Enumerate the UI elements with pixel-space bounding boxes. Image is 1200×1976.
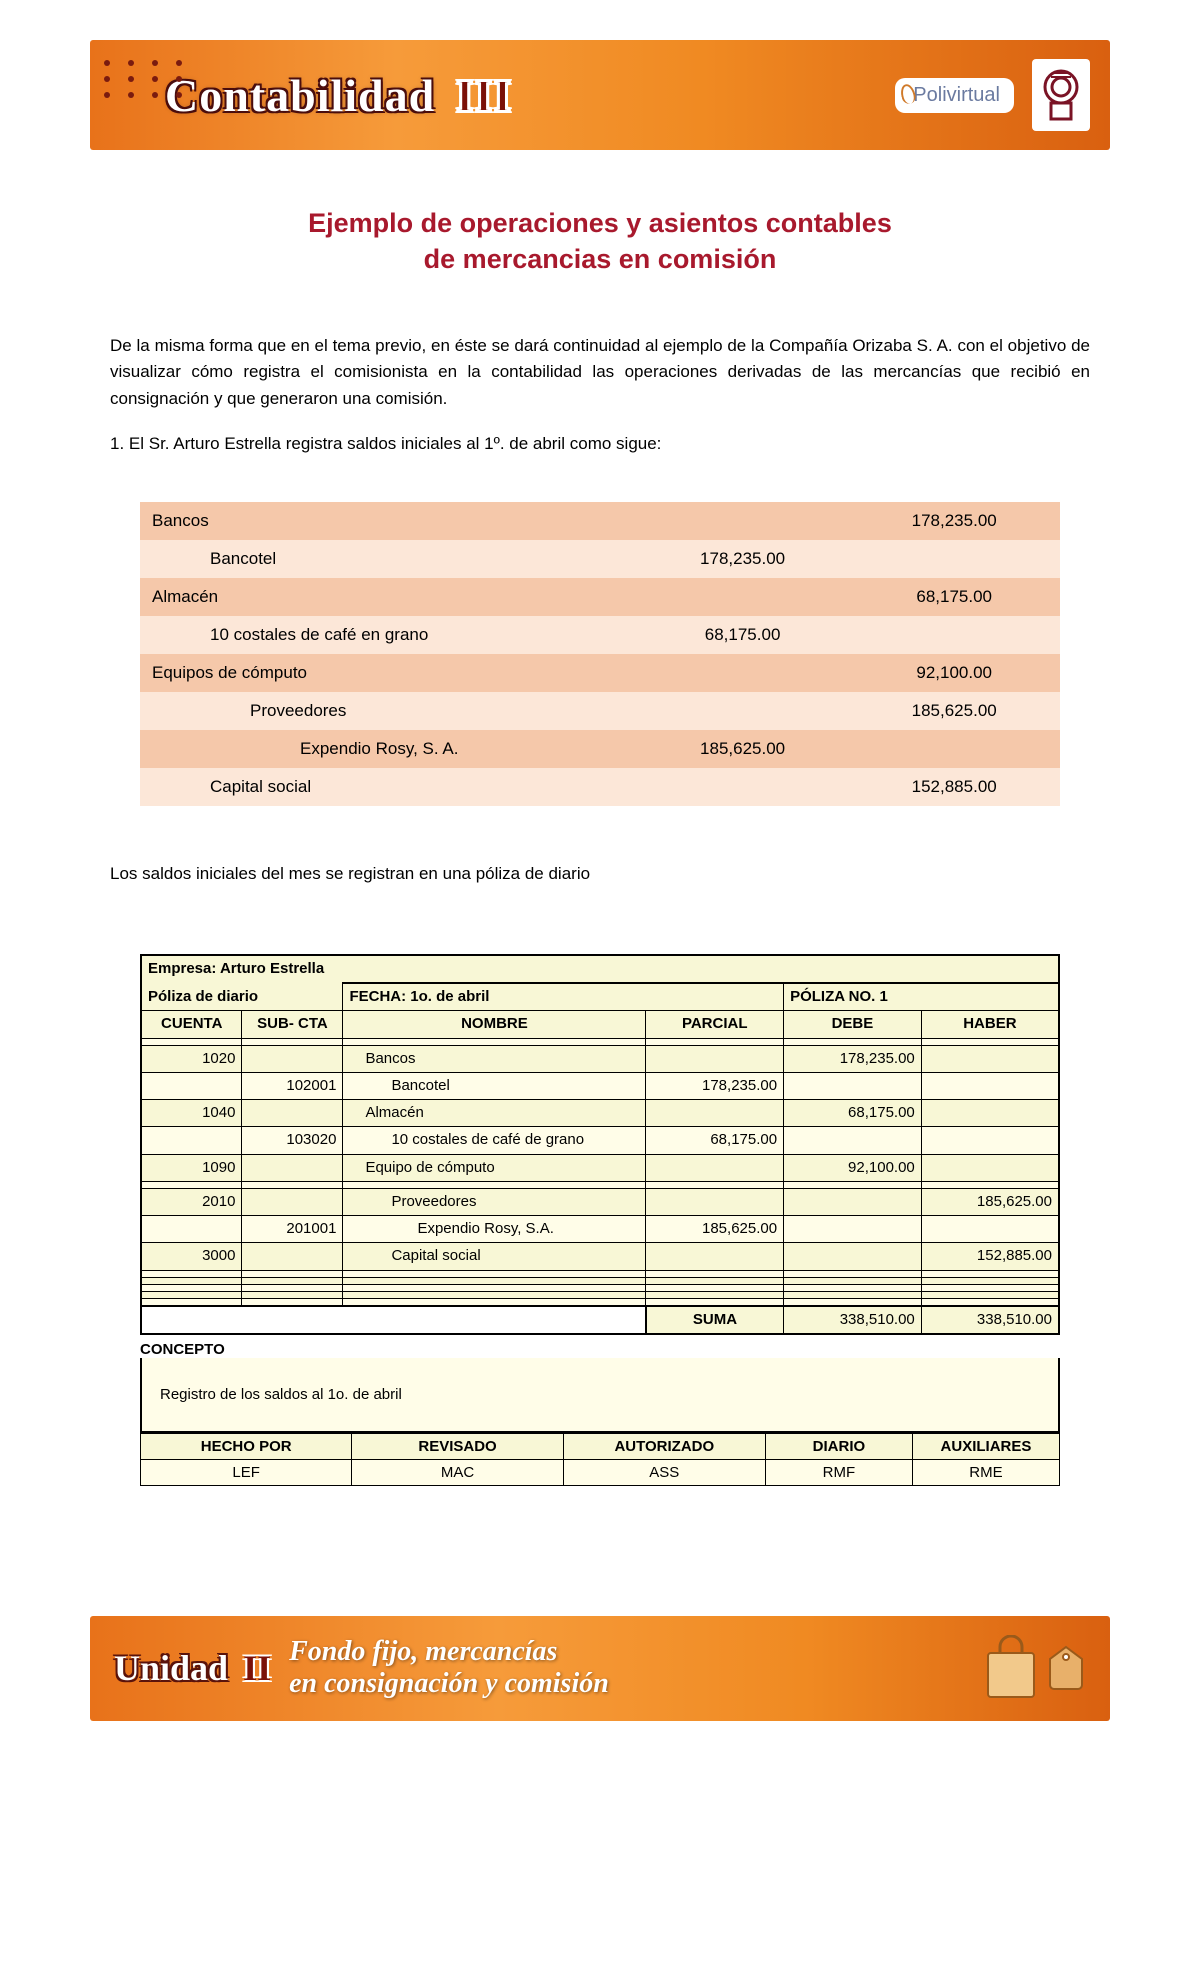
sig-v1: MAC [352, 1459, 563, 1485]
ledger-h5: HABER [921, 1011, 1059, 1038]
balance-row: 10 costales de café en grano68,175.00 [140, 616, 1060, 654]
ipn-logo [1032, 59, 1090, 131]
balance-row: Equipos de cómputo92,100.00 [140, 654, 1060, 692]
title-line2: de mercancias en comisión [110, 241, 1090, 277]
concepto-box: Registro de los saldos al 1o. de abril [140, 1358, 1060, 1433]
footer-banner: Unidad II Fondo fijo, mercancías en cons… [90, 1616, 1110, 1721]
suma-label: SUMA [646, 1306, 784, 1334]
ledger-row [141, 1277, 1059, 1284]
header-title-main: Contabilidad [165, 70, 435, 121]
ledger-h1: SUB- CTA [242, 1011, 343, 1038]
ledger-h3: PARCIAL [646, 1011, 784, 1038]
title-line1: Ejemplo de operaciones y asientos contab… [110, 205, 1090, 241]
ledger-poliza: PÓLIZA NO. 1 [784, 983, 1059, 1011]
sig-v0: LEF [141, 1459, 352, 1485]
bag-icon [982, 1635, 1040, 1701]
ledger-h4: DEBE [784, 1011, 922, 1038]
sig-h0: HECHO POR [141, 1433, 352, 1459]
signatures-table: HECHO POR REVISADO AUTORIZADO DIARIO AUX… [140, 1433, 1060, 1486]
balance-row: Capital social152,885.00 [140, 768, 1060, 806]
balance-row: Bancotel178,235.00 [140, 540, 1060, 578]
ledger-row [141, 1284, 1059, 1291]
tag-icon [1046, 1645, 1086, 1691]
ledger-row [141, 1270, 1059, 1277]
sig-v4: RME [912, 1459, 1059, 1485]
unidad-text: Unidad [114, 1648, 228, 1688]
footer-l2: en consignación y comisión [289, 1668, 609, 1700]
ledger-row: 1090Equipo de cómputo92,100.00 [141, 1154, 1059, 1181]
point-1: 1. El Sr. Arturo Estrella registra saldo… [110, 434, 1090, 454]
ledger-empresa: Empresa: Arturo Estrella [141, 955, 1059, 983]
unidad-roman: II [243, 1648, 271, 1688]
ledger-row [141, 1038, 1059, 1045]
ledger-row: 1040Almacén68,175.00 [141, 1100, 1059, 1127]
footer-unidad: Unidad II [114, 1647, 271, 1689]
balance-row: Almacén68,175.00 [140, 578, 1060, 616]
concepto-label: CONCEPTO [140, 1341, 1060, 1358]
footer-icons [982, 1635, 1086, 1701]
ledger-fecha: FECHA: 1o. de abril [343, 983, 784, 1011]
footer-l1: Fondo fijo, mercancías [289, 1636, 609, 1668]
balance-row: Expendio Rosy, S. A.185,625.00 [140, 730, 1060, 768]
header-title: Contabilidad III [165, 69, 512, 122]
header-banner: Contabilidad III Polivirtual [90, 40, 1110, 150]
suma-haber: 338,510.00 [921, 1306, 1059, 1334]
ledger-row: 1020Bancos178,235.00 [141, 1045, 1059, 1072]
balance-row: Proveedores185,625.00 [140, 692, 1060, 730]
suma-debe: 338,510.00 [784, 1306, 922, 1334]
sig-v3: RMF [765, 1459, 912, 1485]
sig-h3: DIARIO [765, 1433, 912, 1459]
ledger-row [141, 1298, 1059, 1306]
sig-h1: REVISADO [352, 1433, 563, 1459]
ledger-row: 3000Capital social152,885.00 [141, 1243, 1059, 1270]
ledger-h2: NOMBRE [343, 1011, 646, 1038]
sig-v2: ASS [563, 1459, 765, 1485]
ledger-table: Empresa: Arturo Estrella Póliza de diari… [140, 954, 1060, 1335]
ledger-row: 2010Proveedores185,625.00 [141, 1188, 1059, 1215]
header-dots [104, 60, 182, 98]
page-title: Ejemplo de operaciones y asientos contab… [110, 205, 1090, 278]
polivirtual-badge: Polivirtual [895, 78, 1014, 113]
ledger-row [141, 1291, 1059, 1298]
ledger-row: 201001Expendio Rosy, S.A.185,625.00 [141, 1216, 1059, 1243]
ledger-doc: Póliza de diario [141, 983, 343, 1011]
ledger-h0: CUENTA [141, 1011, 242, 1038]
footer-subtitle: Fondo fijo, mercancías en consignación y… [289, 1636, 609, 1700]
ledger-wrap: Empresa: Arturo Estrella Póliza de diari… [140, 954, 1060, 1486]
sig-h2: AUTORIZADO [563, 1433, 765, 1459]
balance-row: Bancos178,235.00 [140, 502, 1060, 540]
ledger-row: 10302010 costales de café de grano68,175… [141, 1127, 1059, 1154]
mid-text: Los saldos iniciales del mes se registra… [110, 864, 1090, 884]
ledger-row [141, 1181, 1059, 1188]
intro-paragraph: De la misma forma que en el tema previo,… [110, 333, 1090, 412]
sig-h4: AUXILIARES [912, 1433, 1059, 1459]
balances-table: Bancos178,235.00Bancotel178,235.00Almacé… [140, 502, 1060, 806]
ledger-row: 102001Bancotel178,235.00 [141, 1072, 1059, 1099]
header-title-roman: III [456, 70, 513, 121]
